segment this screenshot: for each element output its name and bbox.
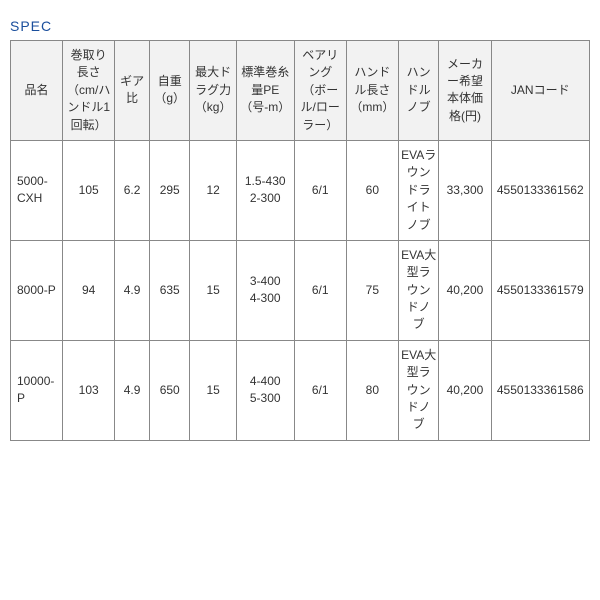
col-weight: 自重（g） xyxy=(149,41,190,141)
header-row: 品名巻取り長さ（cm/ハンドル1回転）ギア比自重（g）最大ドラグ力（kg）標準巻… xyxy=(11,41,590,141)
col-handle_len: ハンドル長さ（mm） xyxy=(346,41,398,141)
cell-bearing: 6/1 xyxy=(294,240,346,340)
cell-name: 5000-CXH xyxy=(11,140,63,240)
cell-price: 40,200 xyxy=(439,240,491,340)
cell-line: 3-4004-300 xyxy=(236,240,294,340)
cell-drag: 12 xyxy=(190,140,236,240)
cell-weight: 635 xyxy=(149,240,190,340)
cell-retrieve: 94 xyxy=(63,240,115,340)
col-drag: 最大ドラグ力（kg） xyxy=(190,41,236,141)
cell-handle_len: 60 xyxy=(346,140,398,240)
col-line: 標準巻糸量PE（号-m） xyxy=(236,41,294,141)
cell-gear: 4.9 xyxy=(115,240,150,340)
cell-jan: 4550133361579 xyxy=(491,240,589,340)
cell-weight: 295 xyxy=(149,140,190,240)
table-row: 8000-P944.9635153-4004-3006/175EVA大型ラウンド… xyxy=(11,240,590,340)
spec-title: SPEC xyxy=(10,18,590,34)
cell-knob: EVA大型ラウンドノブ xyxy=(398,340,439,440)
cell-knob: EVA大型ラウンドノブ xyxy=(398,240,439,340)
cell-handle_len: 75 xyxy=(346,240,398,340)
cell-drag: 15 xyxy=(190,240,236,340)
cell-jan: 4550133361586 xyxy=(491,340,589,440)
cell-drag: 15 xyxy=(190,340,236,440)
cell-knob: EVAラウンドライトノブ xyxy=(398,140,439,240)
cell-gear: 6.2 xyxy=(115,140,150,240)
cell-price: 33,300 xyxy=(439,140,491,240)
cell-name: 10000-P xyxy=(11,340,63,440)
cell-jan: 4550133361562 xyxy=(491,140,589,240)
col-name: 品名 xyxy=(11,41,63,141)
cell-line: 1.5-4302-300 xyxy=(236,140,294,240)
cell-retrieve: 103 xyxy=(63,340,115,440)
cell-bearing: 6/1 xyxy=(294,140,346,240)
col-retrieve: 巻取り長さ（cm/ハンドル1回転） xyxy=(63,41,115,141)
cell-price: 40,200 xyxy=(439,340,491,440)
cell-weight: 650 xyxy=(149,340,190,440)
cell-retrieve: 105 xyxy=(63,140,115,240)
cell-line: 4-4005-300 xyxy=(236,340,294,440)
col-gear: ギア比 xyxy=(115,41,150,141)
cell-handle_len: 80 xyxy=(346,340,398,440)
col-bearing: ベアリング（ボール/ローラー） xyxy=(294,41,346,141)
table-row: 5000-CXH1056.2295121.5-4302-3006/160EVAラ… xyxy=(11,140,590,240)
cell-name: 8000-P xyxy=(11,240,63,340)
spec-table: 品名巻取り長さ（cm/ハンドル1回転）ギア比自重（g）最大ドラグ力（kg）標準巻… xyxy=(10,40,590,441)
col-jan: JANコード xyxy=(491,41,589,141)
table-row: 10000-P1034.9650154-4005-3006/180EVA大型ラウ… xyxy=(11,340,590,440)
col-price: メーカー希望本体価格(円) xyxy=(439,41,491,141)
cell-gear: 4.9 xyxy=(115,340,150,440)
col-knob: ハンドルノブ xyxy=(398,41,439,141)
cell-bearing: 6/1 xyxy=(294,340,346,440)
